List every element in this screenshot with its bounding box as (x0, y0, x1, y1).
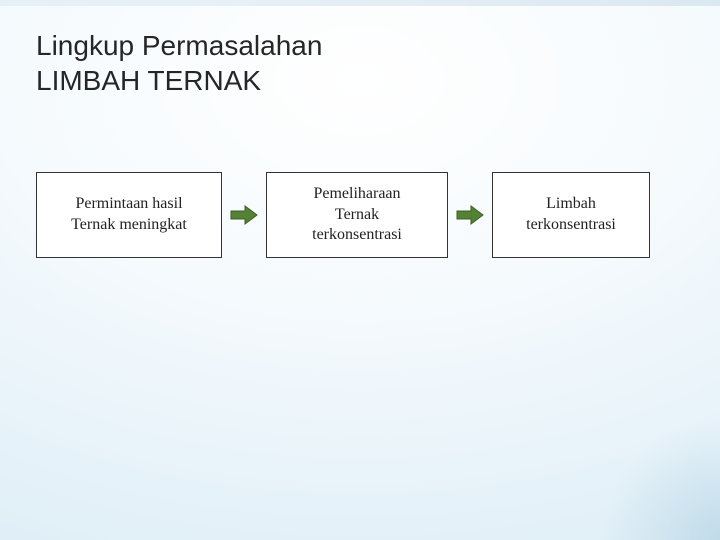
flow-node-3-text: Limbah terkonsentrasi (526, 194, 616, 236)
slide-title: Lingkup Permasalahan LIMBAH TERNAK (36, 28, 322, 98)
flow-node-1: Permintaan hasil Ternak meningkat (36, 172, 222, 258)
title-line-2: LIMBAH TERNAK (36, 65, 261, 96)
arrow-1 (230, 205, 258, 225)
flow-node-3: Limbah terkonsentrasi (492, 172, 650, 258)
arrow-path (457, 206, 483, 224)
flow-node-2-text: Pemeliharaan Ternak terkonsentrasi (312, 184, 402, 246)
arrow-2 (456, 205, 484, 225)
node-1-line-1: Permintaan hasil (75, 195, 182, 212)
node-1-line-2: Ternak meningkat (71, 216, 187, 233)
arrow-path (231, 206, 257, 224)
node-3-line-2: terkonsentrasi (526, 216, 616, 233)
arrow-right-icon (230, 205, 258, 225)
node-2-line-3: terkonsentrasi (312, 226, 402, 243)
arrow-right-icon (456, 205, 484, 225)
flow-node-1-text: Permintaan hasil Ternak meningkat (71, 194, 187, 236)
corner-accent (600, 420, 720, 540)
flow-node-2: Pemeliharaan Ternak terkonsentrasi (266, 172, 448, 258)
flow-container: Permintaan hasil Ternak meningkat Pemeli… (36, 172, 700, 258)
top-accent-bar (0, 0, 720, 6)
node-2-line-1: Pemeliharaan (313, 185, 400, 202)
node-2-line-2: Ternak (335, 206, 379, 223)
title-line-1: Lingkup Permasalahan (36, 30, 322, 61)
node-3-line-1: Limbah (546, 195, 596, 212)
slide: Lingkup Permasalahan LIMBAH TERNAK Permi… (0, 0, 720, 540)
